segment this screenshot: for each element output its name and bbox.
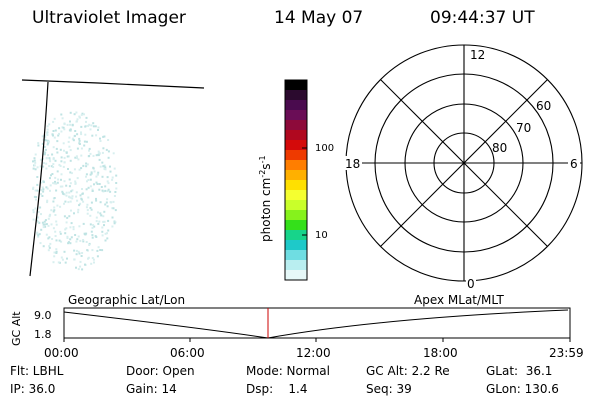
timeline-right-label: Apex MLat/MLT — [414, 293, 504, 307]
lat-label-70: 70 — [516, 121, 531, 135]
timeline-left-label: Geographic Lat/Lon — [68, 293, 185, 307]
polar-mlt-grid: 12 18 6 0 60 70 80 — [342, 44, 583, 291]
colorbar-swatch — [285, 110, 307, 121]
colorbar-swatch — [285, 140, 307, 151]
gc-alt-curve — [63, 309, 569, 339]
colorbar-swatch — [285, 90, 307, 101]
y-tick-9: 9.0 — [34, 309, 52, 322]
colorbar-units-label: photon cm-2s-1 — [258, 155, 273, 242]
status-mode: Mode: Normal — [246, 364, 330, 378]
lat-label-60: 60 — [536, 99, 551, 113]
colorbar-swatch — [285, 130, 307, 141]
observation-date: 14 May 07 — [274, 8, 364, 28]
observation-time: 09:44:37 UT — [430, 8, 535, 28]
x-tick-1200: 12:00 — [296, 346, 331, 360]
status-dsp: Dsp: 1.4 — [246, 382, 308, 396]
mlt-label-6: 6 — [570, 157, 578, 171]
uv-image-panel — [21, 79, 205, 277]
colorbar-swatch — [285, 150, 307, 161]
x-tick-1800: 18:00 — [423, 346, 458, 360]
aurora-emission-speckles — [32, 111, 118, 271]
status-gain: Gain: 14 — [126, 382, 177, 396]
status-filter: Flt: LBHL — [10, 364, 64, 378]
status-glat: GLat: 36.1 — [486, 364, 553, 378]
colorbar-swatch — [285, 160, 307, 171]
colorbar-swatch — [285, 80, 307, 91]
colorbar-tick-10: 10 — [315, 230, 328, 241]
status-gc-alt: GC Alt: 2.2 Re — [366, 364, 450, 378]
colorbar-swatch — [285, 230, 307, 241]
x-tick-0600: 06:00 — [170, 346, 205, 360]
colorbar-swatch — [285, 120, 307, 131]
status-door: Door: Open — [126, 364, 195, 378]
colorbar-swatch — [285, 180, 307, 191]
colorbar-tick-100: 100 — [315, 143, 334, 154]
earth-limb-line — [21, 79, 205, 89]
mlt-label-18: 18 — [345, 157, 360, 171]
terminator-curve — [29, 81, 49, 277]
mlt-diagonal-2 — [380, 79, 548, 247]
instrument-title: Ultraviolet Imager — [32, 8, 186, 28]
colorbar-swatch — [285, 240, 307, 251]
colorbar-swatch — [285, 260, 307, 271]
lat-label-80: 80 — [492, 141, 507, 155]
x-tick-0000: 00:00 — [44, 346, 79, 360]
status-glon: GLon: 130.6 — [486, 382, 559, 396]
mlt-label-12: 12 — [470, 48, 485, 62]
timeline-y-label: GC Alt — [10, 311, 23, 346]
colorbar-swatch — [285, 270, 307, 281]
colorbar-swatch — [285, 220, 307, 231]
mlt-label-0: 0 — [467, 277, 475, 291]
x-tick-2359: 23:59 — [549, 346, 584, 360]
colorbar-swatch — [285, 200, 307, 211]
colorbar-swatch — [285, 190, 307, 201]
timeline-plot-frame — [63, 307, 571, 339]
orbit-timeline: GC Alt Geographic Lat/Lon Apex MLat/MLT … — [10, 293, 584, 360]
colorbar-swatch — [285, 100, 307, 111]
status-ip: IP: 36.0 — [10, 382, 56, 396]
status-seq: Seq: 39 — [366, 382, 412, 396]
colorbar-swatch — [285, 210, 307, 221]
colorbar-swatch — [285, 250, 307, 261]
colorbar-swatch — [285, 170, 307, 181]
colorbar: 100 10 — [284, 79, 334, 281]
y-tick-1-8: 1.8 — [34, 328, 52, 341]
